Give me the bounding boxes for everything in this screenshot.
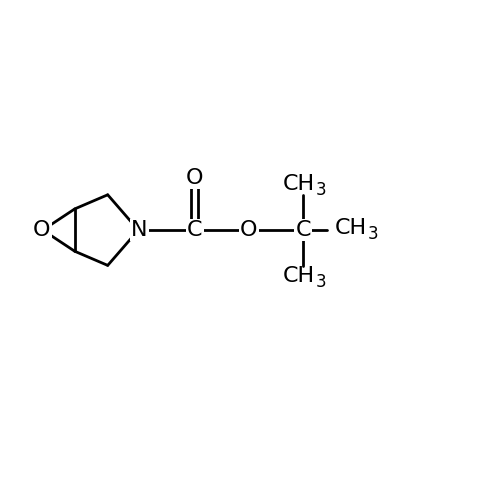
- Text: CH: CH: [283, 266, 315, 286]
- Text: O: O: [186, 168, 204, 188]
- Text: C: C: [295, 220, 311, 240]
- Text: N: N: [131, 220, 148, 240]
- Text: O: O: [33, 220, 51, 240]
- Text: CH: CH: [335, 218, 367, 238]
- Text: CH: CH: [283, 174, 315, 194]
- Text: O: O: [240, 220, 258, 240]
- Text: 3: 3: [367, 225, 378, 243]
- Text: 3: 3: [316, 273, 326, 291]
- Text: C: C: [187, 220, 203, 240]
- Text: 3: 3: [316, 181, 326, 199]
